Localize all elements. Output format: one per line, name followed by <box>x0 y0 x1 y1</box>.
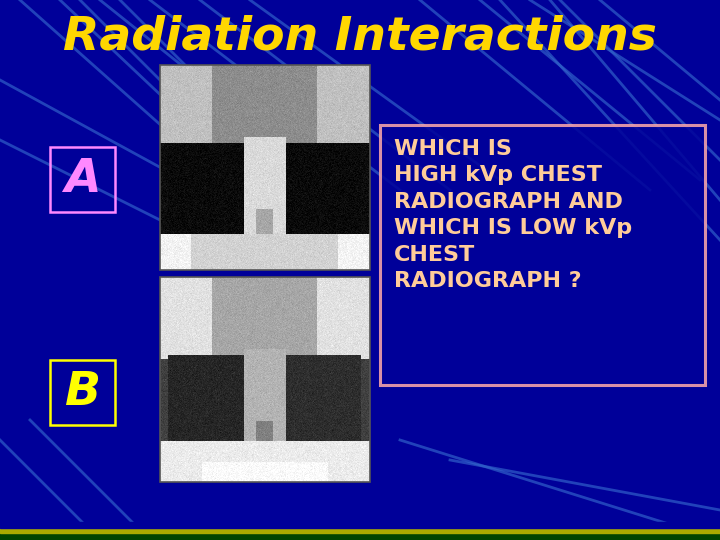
Bar <box>0 528 720 533</box>
Bar <box>0 533 720 540</box>
Text: Radiation Interactions: Radiation Interactions <box>63 15 657 59</box>
Bar <box>160 65 370 270</box>
Bar <box>160 277 370 482</box>
Text: WHICH IS
HIGH kVp CHEST
RADIOGRAPH AND
WHICH IS LOW kVp
CHEST
RADIOGRAPH ?: WHICH IS HIGH kVp CHEST RADIOGRAPH AND W… <box>394 139 632 291</box>
Text: B: B <box>65 370 101 415</box>
Bar <box>50 360 115 425</box>
Bar <box>50 147 115 212</box>
Text: A: A <box>64 157 101 202</box>
Bar <box>380 125 705 385</box>
Bar <box>0 522 720 528</box>
